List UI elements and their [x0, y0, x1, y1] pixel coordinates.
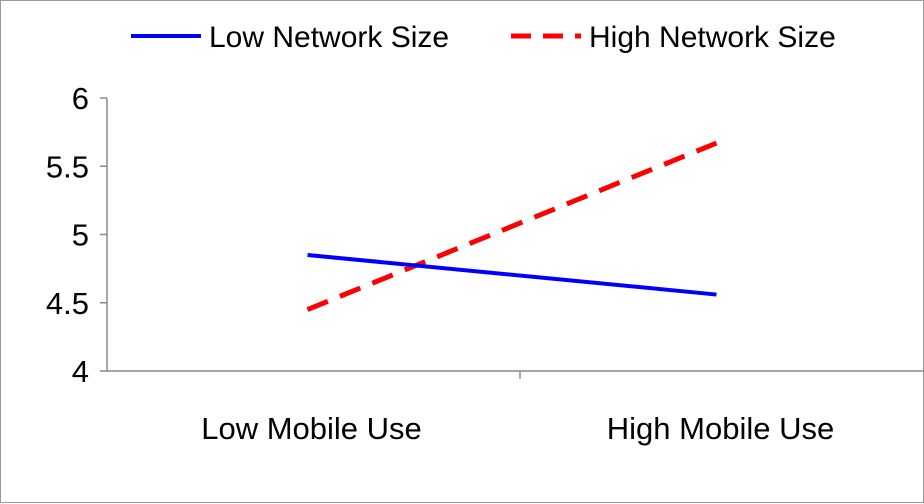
axes — [107, 98, 924, 379]
y-tick-label: 6 — [72, 81, 89, 116]
legend-label-low-network-size: Low Network Size — [209, 21, 449, 54]
y-tick-label: 5 — [72, 218, 89, 253]
series-line-high-network-size — [308, 143, 717, 310]
y-tick-label: 5.5 — [46, 149, 89, 184]
legend-label-high-network-size: High Network Size — [589, 21, 836, 54]
x-axis-labels: Low Mobile Use High Mobile Use — [201, 411, 834, 446]
legend: Low Network Size High Network Size — [131, 21, 836, 54]
series-lines — [307, 143, 716, 310]
x-category-label: High Mobile Use — [607, 411, 834, 446]
x-category-label: Low Mobile Use — [201, 411, 422, 446]
series-line-low-network-size — [308, 255, 717, 295]
y-axis-ticks: 4 4.5 5 5.5 6 — [46, 81, 107, 389]
y-tick-label: 4 — [72, 354, 89, 389]
y-tick-label: 4.5 — [46, 286, 89, 321]
